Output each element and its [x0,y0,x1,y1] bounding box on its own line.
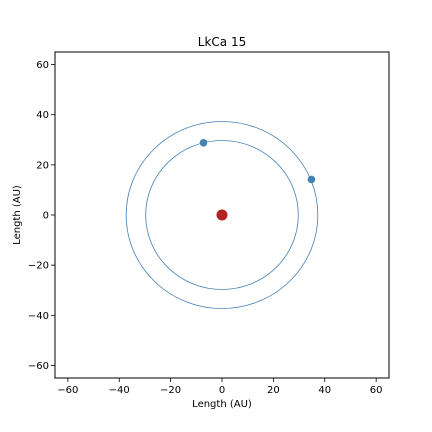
x-tick-label: −40 [109,385,130,396]
star-marker [216,209,228,221]
orbit-2 [125,121,319,309]
y-tick-label: 60 [36,60,49,71]
plot-frame [54,51,390,379]
orbit-1 [145,140,299,290]
y-tick-label: 0 [43,211,49,222]
y-tick-label: 20 [36,160,49,171]
x-tick-label: −20 [160,385,181,396]
y-axis-label: Length (AU) [12,185,23,245]
y-tick-label: 40 [36,110,49,121]
x-tick-label: 60 [370,385,383,396]
planet-marker-2 [307,175,316,184]
x-tick-label: 20 [267,385,280,396]
x-tick-label: 40 [318,385,331,396]
x-tick-label: −60 [57,385,78,396]
x-axis-label: Length (AU) [192,399,252,410]
plot-area [125,121,319,309]
y-tick-label: −40 [28,311,49,322]
planet-marker-1 [199,138,208,147]
axis-ticks: −60 −40 −20 0 20 40 60 −60 −40 −20 0 20 40 60 [28,60,383,396]
y-tick-label: −20 [28,261,49,272]
chart-title: LkCa 15 [198,35,246,49]
y-tick-label: −60 [28,361,49,372]
x-tick-label: 0 [219,385,225,396]
